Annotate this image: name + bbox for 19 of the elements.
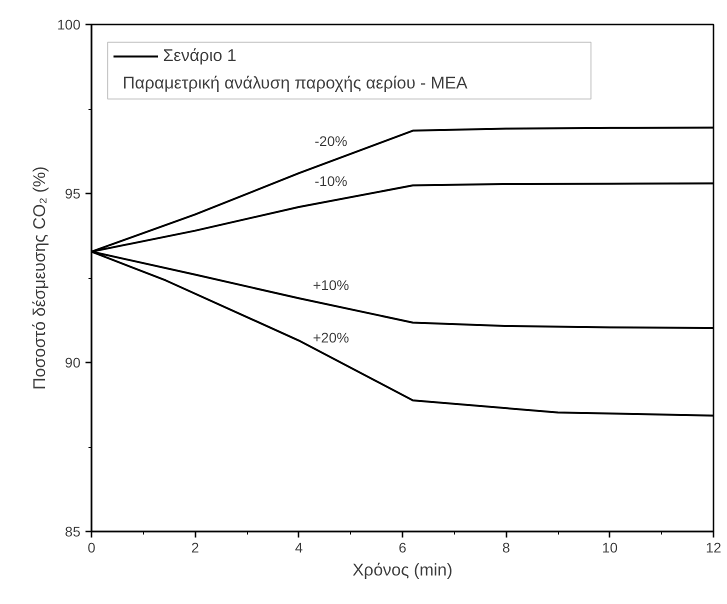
legend-label: Σενάριο 1 <box>163 46 236 66</box>
x-tick-label: 0 <box>88 540 96 556</box>
legend-title: Παραμετρική ανάλυση παροχής αερίου - MEA <box>122 73 468 92</box>
y-tick-label: 90 <box>64 354 81 370</box>
y-tick-label: 95 <box>64 186 81 202</box>
x-tick-label: 10 <box>602 540 618 556</box>
y-tick-label: 85 <box>64 524 81 540</box>
y-axis-title: Ποσοστό δέσμευσης CO₂ (%) <box>30 166 50 390</box>
x-tick-label: 2 <box>191 540 200 556</box>
x-tick-label: 8 <box>502 540 510 556</box>
x-tick-label: 6 <box>398 540 407 556</box>
annotation: +20% <box>312 329 350 346</box>
x-tick-label: 4 <box>294 540 303 556</box>
x-tick-label: 12 <box>706 540 722 556</box>
x-axis-title: Χρόνος (min) <box>352 560 453 580</box>
y-tick-label: 100 <box>57 16 81 32</box>
annotation: -20% <box>314 133 348 150</box>
annotation: -10% <box>314 172 348 189</box>
annotation: +10% <box>312 277 350 294</box>
